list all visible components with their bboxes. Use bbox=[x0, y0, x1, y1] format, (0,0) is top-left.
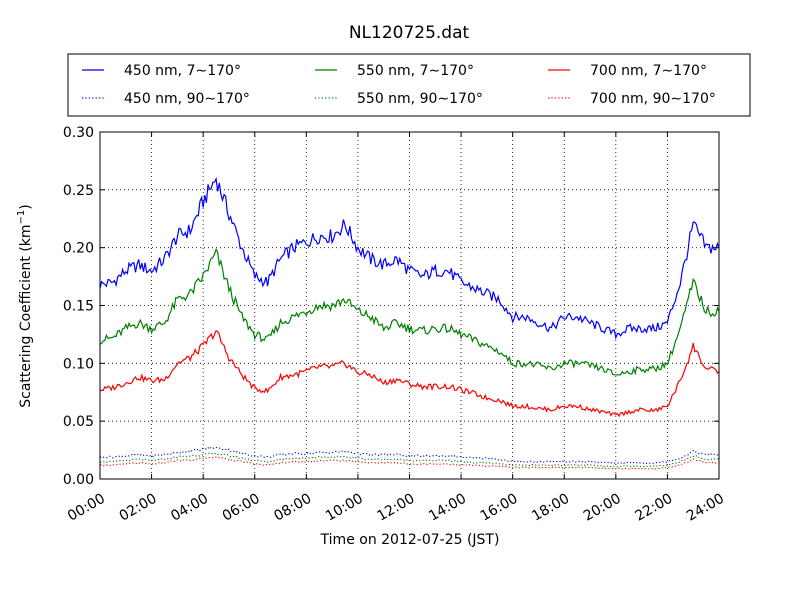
x-tick-label: 06:00 bbox=[220, 491, 263, 525]
legend-label: 450 nm, 7∼170° bbox=[124, 63, 241, 79]
legend-label: 700 nm, 7∼170° bbox=[590, 63, 707, 79]
series-line bbox=[99, 452, 720, 468]
plot-background bbox=[100, 132, 719, 479]
x-tick-label: 10:00 bbox=[323, 491, 366, 525]
y-tick-label: 0.10 bbox=[63, 356, 94, 372]
legend-label: 550 nm, 7∼170° bbox=[357, 63, 474, 79]
x-axis-label: Time on 2012-07-25 (JST) bbox=[320, 532, 500, 548]
y-tick-label: 0.20 bbox=[63, 241, 94, 257]
x-tick-label: 14:00 bbox=[426, 491, 469, 525]
y-tick-label: 0.15 bbox=[63, 299, 94, 315]
x-tick-label: 02:00 bbox=[117, 491, 160, 525]
legend-label: 700 nm, 90∼170° bbox=[590, 91, 716, 107]
legend-box bbox=[67, 53, 751, 117]
y-tick-label: 0.30 bbox=[63, 125, 94, 141]
y-axis-label: Scattering Coefficient (km−1) bbox=[16, 204, 34, 408]
x-tick-label: 12:00 bbox=[375, 491, 418, 525]
y-tick-label: 0.25 bbox=[63, 183, 94, 199]
x-tick-label: 20:00 bbox=[581, 491, 624, 525]
series-line bbox=[99, 176, 720, 340]
series-line bbox=[99, 248, 720, 376]
x-tick-label: 18:00 bbox=[529, 491, 572, 525]
x-tick-label: 22:00 bbox=[632, 491, 675, 525]
legend: 450 nm, 7∼170° 550 nm, 7∼170° 700 nm, 7∼17… bbox=[67, 53, 751, 117]
series-line bbox=[99, 446, 720, 465]
y-axis-label-superscript: −1 bbox=[16, 210, 27, 225]
x-tick-label: 24:00 bbox=[684, 491, 727, 525]
plot-area: 00:00 02:00 04:00 06:00 08:00 10:00 12:00 14:00… bbox=[63, 125, 727, 525]
y-tick-label: 0.00 bbox=[63, 472, 94, 488]
series-line bbox=[99, 330, 720, 418]
x-tick-label: 00:00 bbox=[65, 491, 108, 525]
y-tick-label: 0.05 bbox=[63, 414, 94, 430]
x-tick-label: 04:00 bbox=[168, 491, 211, 525]
legend-label: 550 nm, 90∼170° bbox=[357, 91, 483, 107]
series-line bbox=[99, 456, 720, 470]
chart-title: NL120725.dat bbox=[349, 23, 470, 43]
y-axis-label-main: Scattering Coefficient (km bbox=[18, 224, 34, 407]
series-lines bbox=[99, 176, 720, 470]
x-tick-label: 16:00 bbox=[478, 491, 521, 525]
x-tick-label: 08:00 bbox=[271, 491, 314, 525]
y-axis-label-close: ) bbox=[18, 204, 34, 209]
legend-label: 450 nm, 90∼170° bbox=[124, 91, 250, 107]
